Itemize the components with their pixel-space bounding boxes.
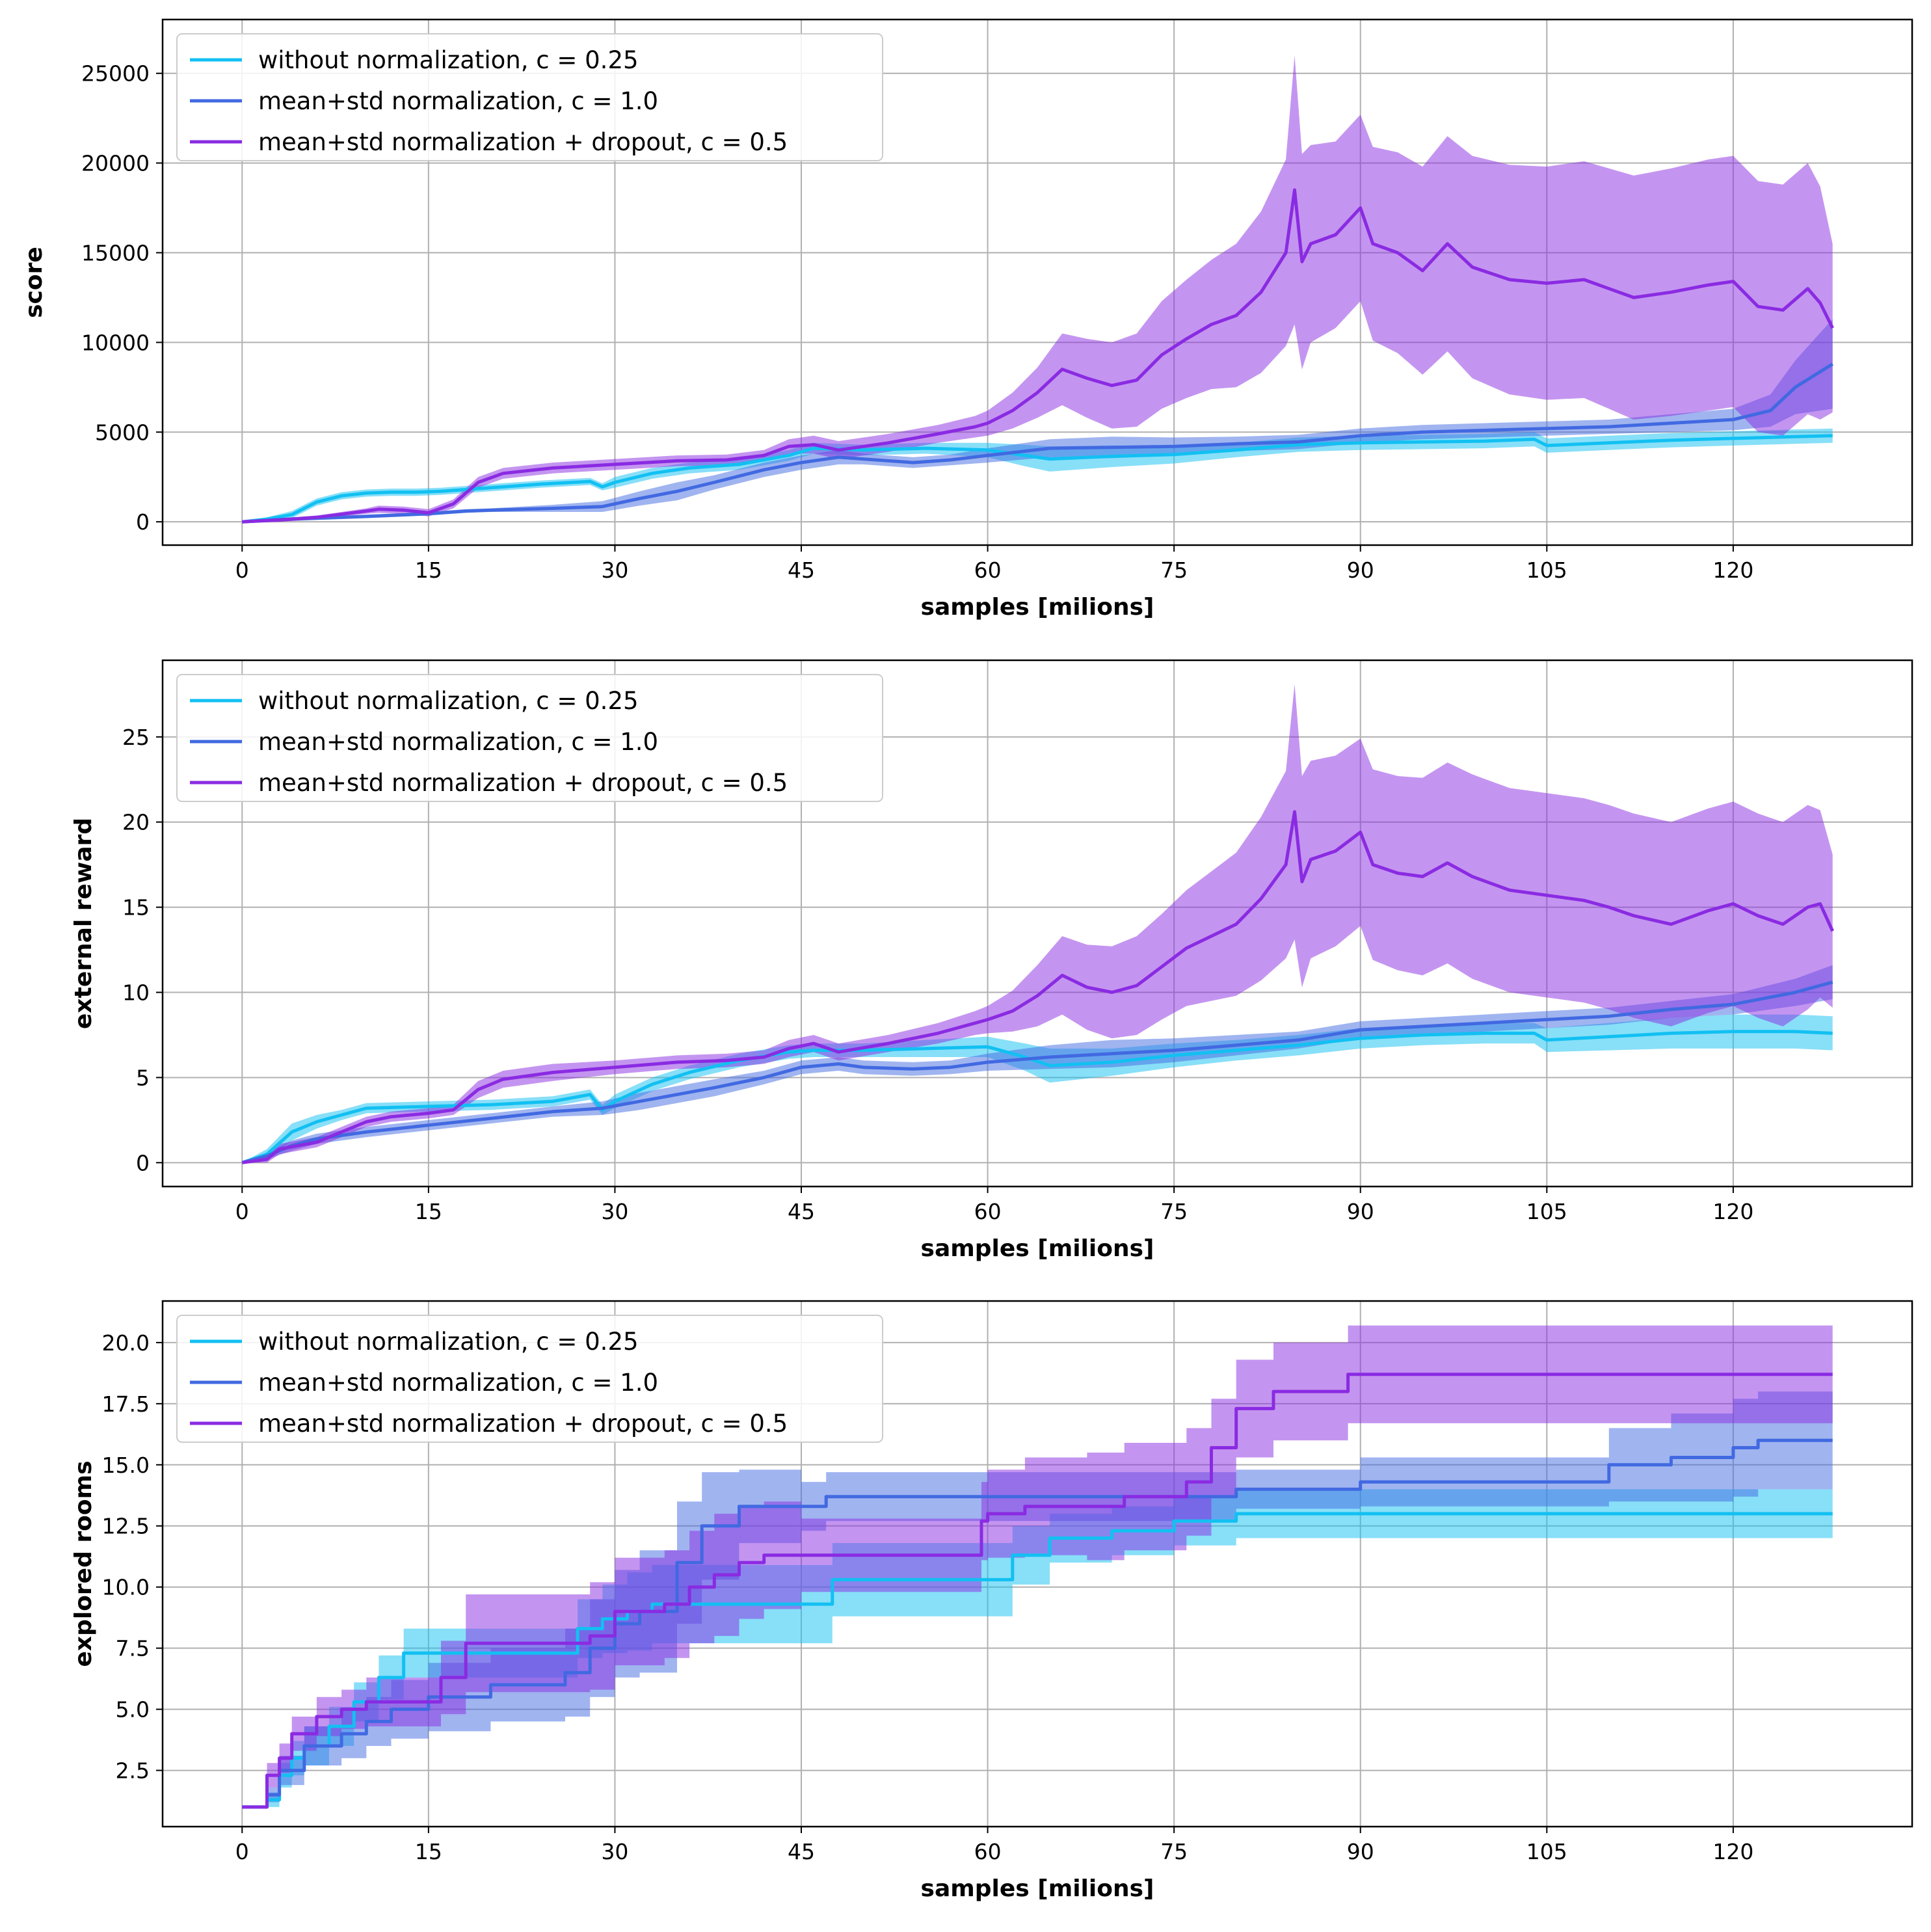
y-tick-label: 5.0 xyxy=(116,1697,150,1723)
series-line-3 xyxy=(242,1373,1833,1809)
legend-label-2: mean+std normalization, c = 1.0 xyxy=(258,1369,658,1397)
x-tick-label: 45 xyxy=(788,1199,815,1224)
chart-panel-2: 0 15 30 45 60 75 90 105 120 0 5 10 15 20 25 samples [mi… xyxy=(70,659,1913,1262)
x-tick-label: 90 xyxy=(1347,1839,1374,1864)
x-tick-label: 45 xyxy=(788,557,815,583)
x-tick-label: 15 xyxy=(415,1199,442,1224)
x-tick-label: 30 xyxy=(601,557,628,583)
y-axis-label: explored rooms xyxy=(70,1460,97,1667)
axes-frame xyxy=(161,1300,1913,1828)
y-tick-label: 20.0 xyxy=(102,1330,150,1356)
x-tick-label: 120 xyxy=(1712,1199,1753,1224)
legend: without normalization, c = 0.25 mean+std … xyxy=(176,674,883,802)
x-tick-label: 0 xyxy=(235,1839,249,1864)
series-band-3 xyxy=(242,684,1833,1163)
y-tick-label: 7.5 xyxy=(116,1636,150,1661)
series-line-3 xyxy=(242,188,1834,524)
plot-area xyxy=(242,1325,1833,1809)
chart-panel-3: 0 15 30 45 60 75 90 105 120 2.5 5.0 7.5 10.0 12.5 15.0… xyxy=(70,1300,1913,1902)
x-tick-label: 60 xyxy=(974,1199,1002,1224)
x-tick-label: 75 xyxy=(1160,1199,1188,1224)
legend-label-2: mean+std normalization, c = 1.0 xyxy=(258,728,658,756)
legend-label-1: without normalization, c = 0.25 xyxy=(258,687,639,715)
x-tick-label: 105 xyxy=(1526,557,1567,583)
chart-panel-1: 0 15 30 45 60 75 90 105 120 0 5000 10000 15000 20000 2… xyxy=(21,18,1913,621)
y-tick-label: 10 xyxy=(122,980,150,1006)
legend-box xyxy=(176,674,883,802)
y-tick-label: 25000 xyxy=(81,61,150,87)
series-line-2 xyxy=(242,362,1834,524)
axes-frame xyxy=(161,659,1913,1188)
series-line-2 xyxy=(241,980,1833,1164)
x-tick-label: 105 xyxy=(1526,1199,1567,1224)
x-tick-label: 15 xyxy=(415,1839,442,1864)
plot-area xyxy=(241,684,1834,1164)
x-tick-label: 75 xyxy=(1160,1839,1188,1864)
x-tick-label: 75 xyxy=(1160,557,1188,583)
x-tick-label: 30 xyxy=(601,1199,628,1224)
y-tick-label: 20000 xyxy=(81,151,150,176)
axes-frame xyxy=(161,18,1913,546)
series-line-3 xyxy=(241,810,1834,1164)
series-line-1 xyxy=(241,1030,1833,1164)
legend-box xyxy=(176,33,883,161)
x-tick-label: 90 xyxy=(1347,557,1374,583)
legend-label-1: without normalization, c = 0.25 xyxy=(258,46,639,74)
series-line-1 xyxy=(242,434,1833,524)
x-tick-label: 0 xyxy=(235,1199,249,1224)
legend-box xyxy=(176,1315,883,1443)
y-tick-label: 15.0 xyxy=(102,1453,150,1478)
y-tick-label: 25 xyxy=(122,725,150,750)
series-band-3 xyxy=(242,55,1833,522)
x-tick-label: 90 xyxy=(1347,1199,1374,1224)
y-tick-label: 15 xyxy=(122,895,150,920)
legend-label-1: without normalization, c = 0.25 xyxy=(258,1328,639,1356)
x-tick-label: 120 xyxy=(1712,1839,1753,1864)
y-axis-label: external reward xyxy=(70,818,97,1029)
legend-label-2: mean+std normalization, c = 1.0 xyxy=(258,87,658,115)
y-tick-label: 15000 xyxy=(81,240,150,265)
x-tick-label: 60 xyxy=(974,1839,1002,1864)
y-tick-label: 10000 xyxy=(81,330,150,355)
y-tick-label: 0 xyxy=(136,509,150,535)
y-tick-label: 5000 xyxy=(95,420,150,445)
series-band-2 xyxy=(242,1391,1833,1807)
x-tick-label: 45 xyxy=(788,1839,815,1864)
x-tick-label: 0 xyxy=(235,557,249,583)
y-tick-label: 0 xyxy=(136,1150,150,1175)
x-axis-label: samples [milions] xyxy=(921,594,1154,621)
y-tick-label: 20 xyxy=(122,810,150,835)
x-tick-label: 15 xyxy=(415,557,442,583)
series-line-2 xyxy=(242,1438,1833,1809)
x-axis-label: samples [milions] xyxy=(921,1875,1154,1902)
series-band-2 xyxy=(242,965,1833,1163)
legend-label-3: mean+std normalization + dropout, c = 0.… xyxy=(258,128,788,156)
x-axis-label: samples [milions] xyxy=(921,1235,1154,1262)
x-tick-label: 105 xyxy=(1526,1839,1567,1864)
x-tick-label: 60 xyxy=(974,557,1002,583)
series-band-1 xyxy=(242,1014,1833,1163)
y-tick-label: 17.5 xyxy=(102,1391,150,1417)
legend: without normalization, c = 0.25 mean+std … xyxy=(176,33,883,161)
y-tick-label: 2.5 xyxy=(116,1758,150,1784)
legend-label-3: mean+std normalization + dropout, c = 0.… xyxy=(258,1410,788,1438)
x-tick-label: 30 xyxy=(601,1839,628,1864)
legend: without normalization, c = 0.25 mean+std … xyxy=(176,1315,883,1443)
y-tick-label: 10.0 xyxy=(102,1575,150,1600)
x-tick-label: 120 xyxy=(1712,557,1753,583)
plot-area xyxy=(242,55,1834,524)
legend-label-3: mean+std normalization + dropout, c = 0.… xyxy=(258,769,788,797)
y-tick-label: 5 xyxy=(136,1065,150,1090)
y-tick-label: 12.5 xyxy=(102,1514,150,1539)
y-axis-label: score xyxy=(21,247,47,318)
